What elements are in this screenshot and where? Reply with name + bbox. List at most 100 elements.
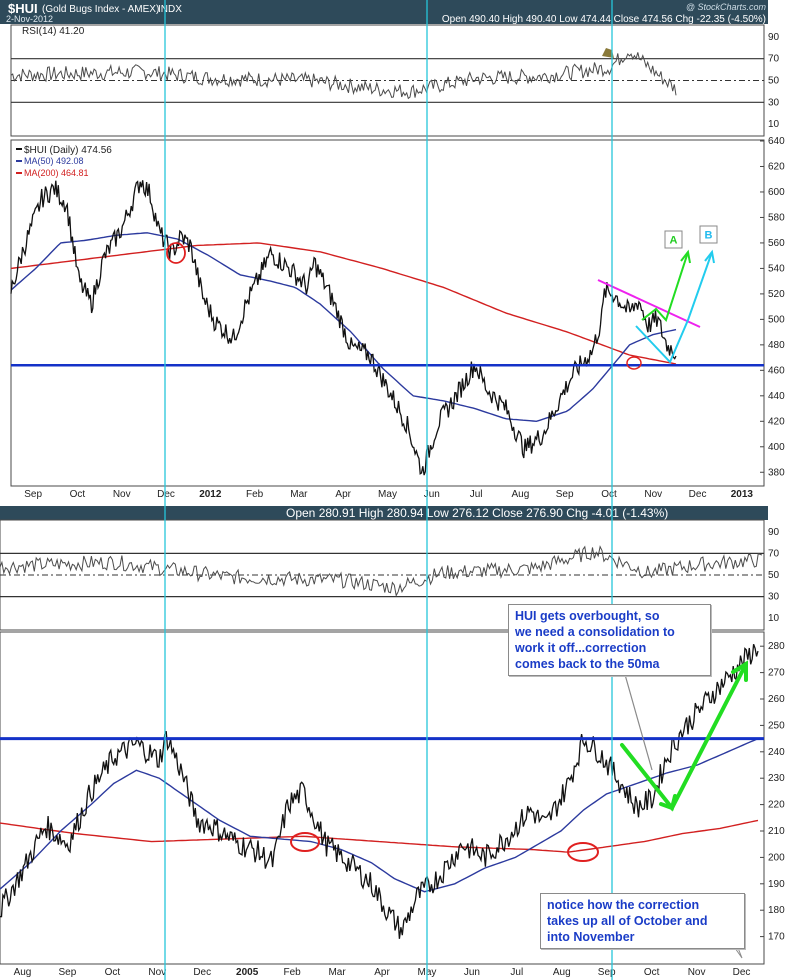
- x-tick-label: Oct: [644, 967, 660, 978]
- bottom-price-grid: [760, 645, 764, 938]
- x-tick-label: Nov: [644, 489, 662, 500]
- x-tick-label: Sep: [59, 967, 77, 978]
- price-tick-label: 420: [768, 416, 785, 427]
- top-price-axis: 380 400 420 440 460 480 500 520 540 560 580 600 620 6…: [768, 136, 785, 478]
- top-legend-ma200: MA(200) 464.81: [24, 168, 89, 178]
- top-price-line: [10, 180, 677, 476]
- rsi-tick-label: 50: [768, 76, 780, 87]
- x-tick-label: Dec: [733, 967, 751, 978]
- top-header-bar: [0, 0, 768, 24]
- price-tick-label: 380: [768, 467, 785, 478]
- price-tick-label: 200: [768, 852, 785, 863]
- top-cross-circle-2: [626, 356, 642, 370]
- bottom-price-axis: 170 180 190 200 210 220 230 240 250 260 270 280: [768, 641, 785, 942]
- top-date: 2-Nov-2012: [6, 14, 53, 24]
- rsi-tick-label: 10: [768, 119, 780, 130]
- rsi-overbought-highlight: [602, 48, 614, 58]
- box-a: [664, 230, 683, 249]
- x-tick-label: Apr: [335, 489, 351, 500]
- price-tick-label: 560: [768, 238, 785, 249]
- price-tick-label: 190: [768, 879, 785, 890]
- bottom-ma200-line: [0, 819, 759, 853]
- price-tick-label: 600: [768, 187, 785, 198]
- x-tick-label: Mar: [328, 967, 346, 978]
- price-tick-label: 580: [768, 212, 785, 223]
- x-tick-label: Apr: [374, 967, 390, 978]
- path-b-arrow: [635, 249, 715, 364]
- price-tick-label: 170: [768, 932, 785, 943]
- top-price-panel: [10, 139, 765, 487]
- watermark: @ StockCharts.com: [686, 2, 767, 12]
- x-tick-label: Oct: [601, 489, 617, 500]
- callout1-line-3: work it off...correction: [515, 641, 647, 655]
- rsi-tick-label: 30: [768, 592, 780, 603]
- x-tick-label: 2005: [236, 967, 259, 978]
- x-tick-label: Jul: [470, 489, 483, 500]
- top-rsi-grid: [11, 58, 764, 103]
- bottom-rsi-line: [0, 545, 763, 598]
- bottom-cross-circle-1: [290, 832, 320, 852]
- x-tick-label: Jun: [424, 489, 440, 500]
- x-tick-label: Aug: [553, 967, 571, 978]
- x-tick-label: 2012: [199, 489, 222, 500]
- top-ohlc: Open 490.40 High 490.40 Low 474.44 Close…: [442, 14, 766, 25]
- price-tick-label: 250: [768, 720, 785, 731]
- bottom-price-line: [0, 643, 759, 939]
- x-tick-label: Oct: [70, 489, 86, 500]
- top-x-axis: Sep Oct Nov Dec 2012 Feb Mar Apr May Jun Jul Aug Sep…: [24, 489, 753, 500]
- x-tick-label: Dec: [157, 489, 175, 500]
- callout2-line-2: takes up all of October and: [547, 914, 708, 928]
- price-tick-label: 260: [768, 694, 785, 705]
- top-legend: $HUI (Daily) 474.56 MA(50) 492.08 MA(200…: [16, 145, 112, 178]
- price-tick-label: 400: [768, 442, 785, 453]
- price-tick-label: 640: [768, 136, 785, 147]
- x-tick-label: Aug: [14, 967, 32, 978]
- bottom-cross-circle-2: [567, 842, 599, 862]
- callout1-line-4: comes back to the 50ma: [515, 657, 660, 671]
- price-tick-label: 520: [768, 289, 785, 300]
- cycle-lines: [164, 0, 613, 980]
- x-tick-label: Nov: [688, 967, 706, 978]
- price-tick-label: 460: [768, 365, 785, 376]
- top-cross-circle-1: [166, 242, 186, 264]
- top-legend-main: $HUI (Daily) 474.56: [24, 145, 112, 156]
- bottom-rsi-axis: 10 30 50 70 90: [768, 527, 780, 624]
- bottom-rsi-grid: [0, 552, 764, 598]
- rsi-tick-label: 70: [768, 548, 780, 559]
- x-tick-label: Aug: [511, 489, 529, 500]
- x-tick-label: Oct: [105, 967, 121, 978]
- price-tick-label: 620: [768, 161, 785, 172]
- bottom-ohlc: Open 280.91 High 280.94 Low 276.12 Close…: [286, 506, 668, 520]
- rsi-tick-label: 70: [768, 54, 780, 65]
- price-tick-label: 500: [768, 314, 785, 325]
- x-tick-label: Nov: [113, 489, 131, 500]
- x-tick-label: Dec: [689, 489, 707, 500]
- bottom-header-bar: [0, 506, 768, 520]
- callout2-pointer: [734, 947, 743, 959]
- price-tick-label: 270: [768, 668, 785, 679]
- box-b-label: B: [705, 230, 713, 242]
- price-tick-label: 540: [768, 263, 785, 274]
- x-tick-label: 2013: [731, 489, 754, 500]
- top-trend-line: [597, 279, 701, 328]
- callout2-line-3: into November: [547, 930, 635, 944]
- rsi-tick-label: 90: [768, 32, 780, 43]
- x-tick-label: Dec: [193, 967, 211, 978]
- price-tick-label: 180: [768, 905, 785, 916]
- callout-correction: notice how the correction takes up all o…: [540, 893, 745, 949]
- price-tick-label: 220: [768, 800, 785, 811]
- x-tick-label: Feb: [284, 967, 302, 978]
- top-symbol: $HUI: [8, 1, 38, 16]
- top-price-grid: [760, 140, 764, 473]
- x-tick-label: Mar: [290, 489, 308, 500]
- x-tick-label: Jul: [510, 967, 523, 978]
- callout-overbought: HUI gets overbought, so we need a consol…: [508, 604, 711, 676]
- bottom-green-arrow: [620, 660, 748, 812]
- top-rsi-line: [10, 52, 677, 100]
- box-a-label: A: [670, 235, 678, 247]
- x-tick-label: Jun: [464, 967, 480, 978]
- x-tick-label: Feb: [246, 489, 264, 500]
- top-rsi-legend: RSI(14) 41.20: [22, 26, 85, 37]
- top-rsi-axis: 10 30 50 70 90: [768, 32, 780, 130]
